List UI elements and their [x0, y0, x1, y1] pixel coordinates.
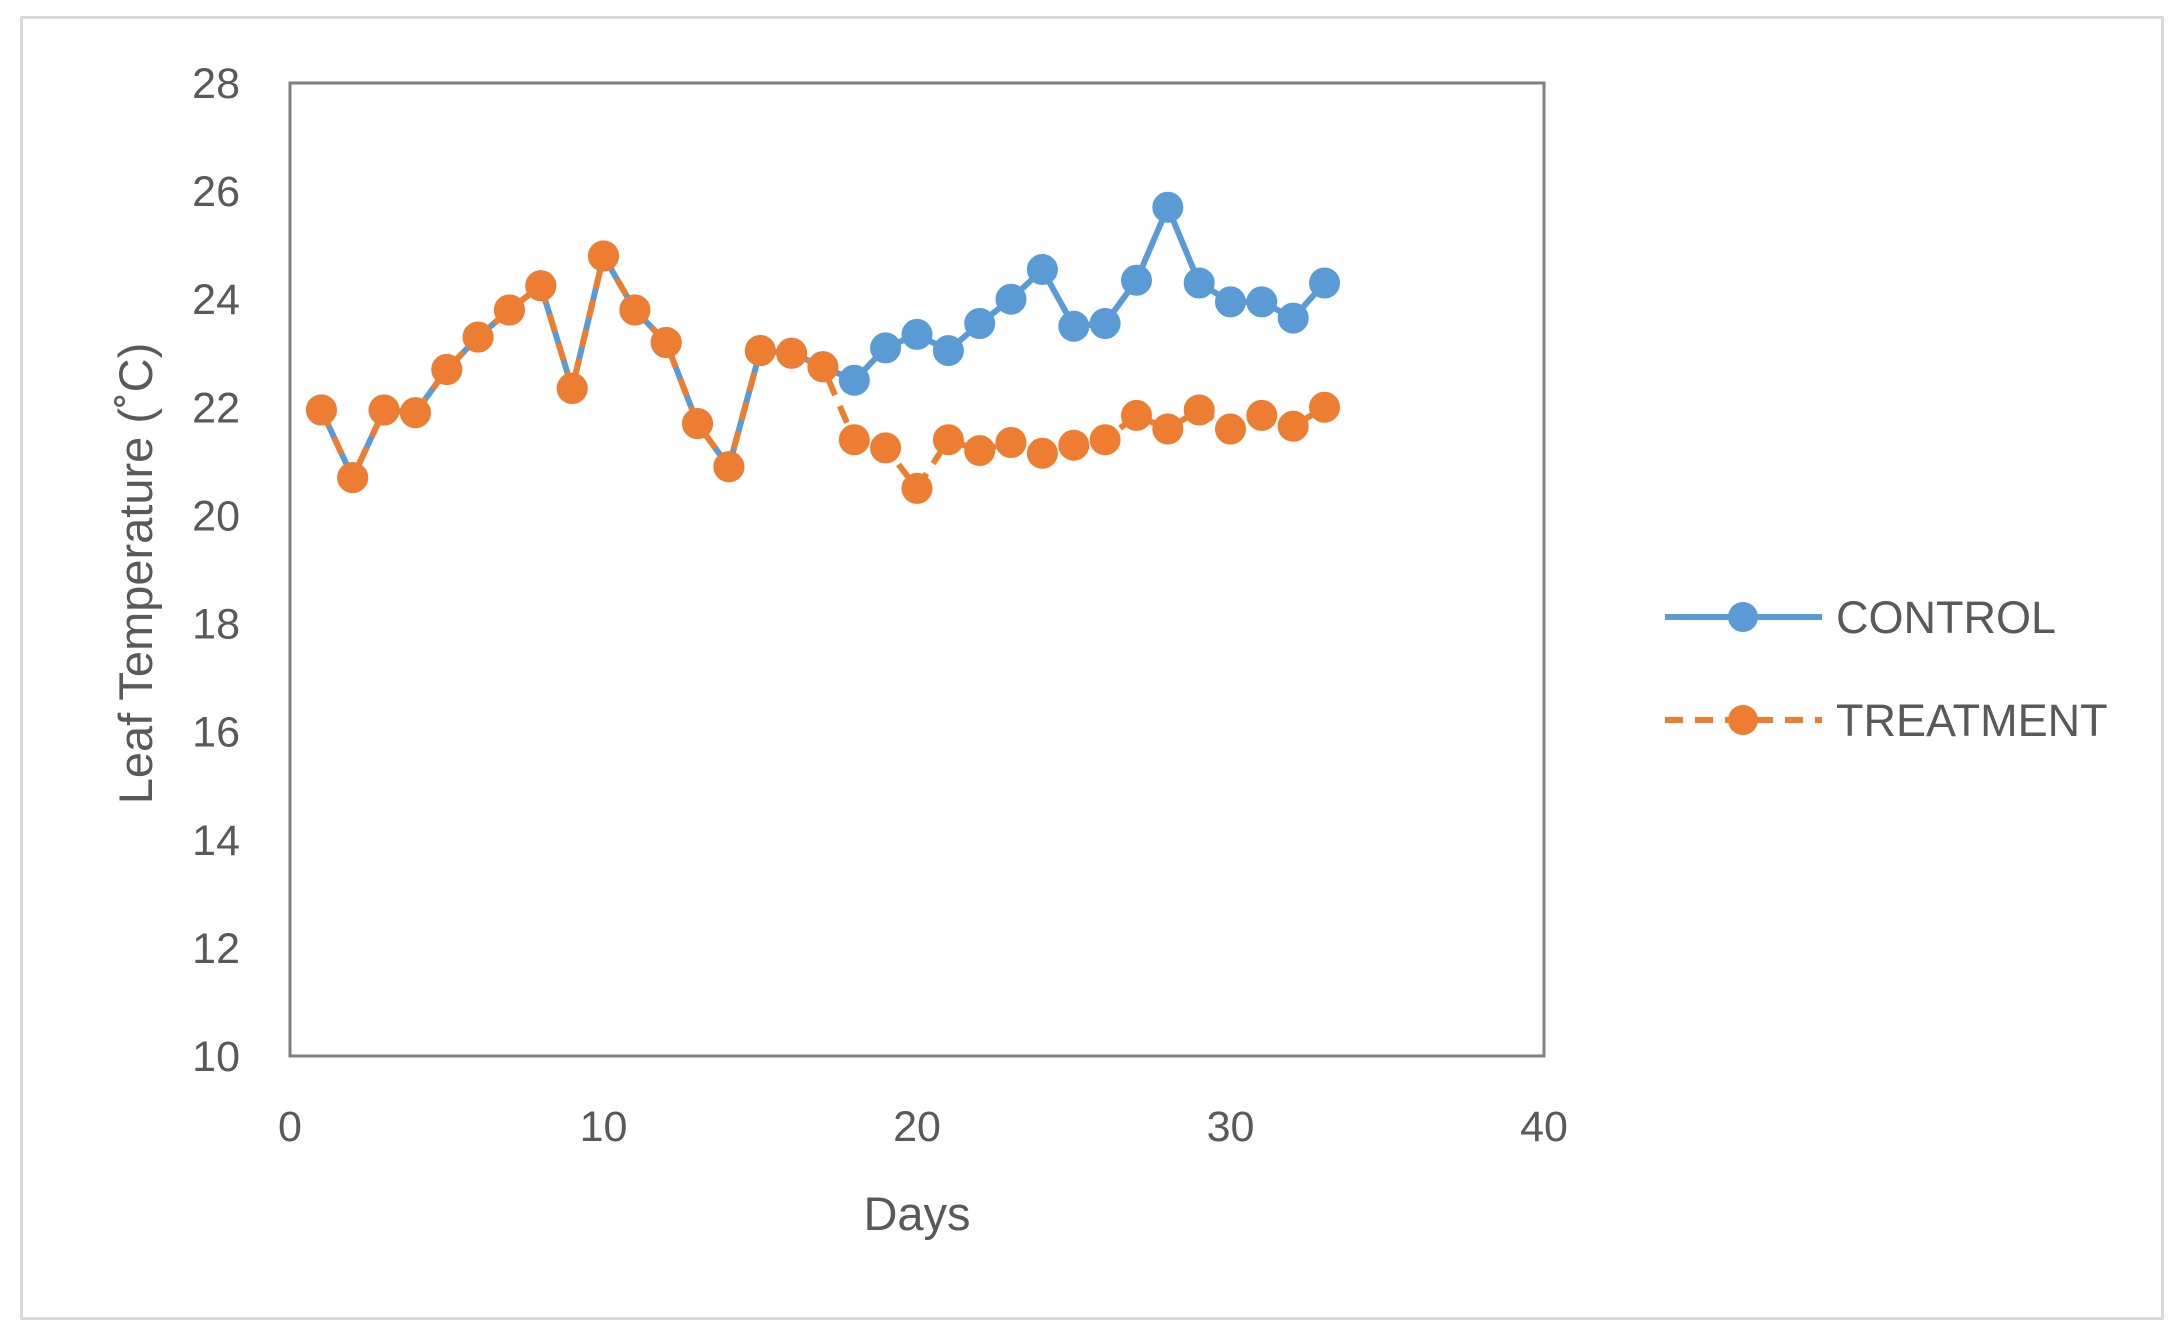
- data-point-treatment: [1026, 437, 1058, 469]
- data-point-control: [1246, 286, 1278, 318]
- x-tick-label: 0: [278, 1103, 302, 1151]
- data-point-treatment: [1089, 424, 1121, 456]
- x-tick-label: 30: [1207, 1103, 1255, 1151]
- data-point-treatment: [776, 337, 808, 369]
- data-point-control: [1309, 267, 1340, 299]
- legend-marker: [1728, 705, 1758, 735]
- data-point-control: [932, 335, 964, 367]
- data-point-control: [964, 308, 996, 339]
- data-point-control: [995, 283, 1027, 315]
- y-tick-label: 20: [192, 492, 240, 540]
- data-point-control: [1089, 308, 1121, 339]
- data-point-treatment: [901, 472, 933, 504]
- y-tick-label: 16: [192, 709, 240, 757]
- legend-label: CONTROL: [1836, 592, 2056, 643]
- data-point-treatment: [493, 294, 525, 326]
- data-point-treatment: [619, 294, 651, 326]
- plot-area-border: [288, 81, 1546, 1058]
- y-tick-label: 10: [192, 1033, 240, 1081]
- data-point-control: [1183, 267, 1215, 299]
- data-point-treatment: [1152, 413, 1184, 445]
- y-tick-label: 12: [192, 925, 240, 973]
- data-point-treatment: [1183, 394, 1215, 426]
- y-axis-title: Leaf Temperature (˚C): [109, 343, 162, 805]
- data-point-control: [1026, 254, 1058, 285]
- legend-label: TREATMENT: [1836, 695, 2108, 746]
- data-point-treatment: [682, 408, 713, 440]
- data-point-control: [1215, 286, 1246, 318]
- data-point-treatment: [870, 432, 902, 464]
- data-point-control: [1277, 302, 1309, 334]
- legend-item-treatment: TREATMENT: [1665, 695, 2108, 746]
- data-point-treatment: [337, 462, 369, 494]
- y-tick-label: 28: [192, 60, 240, 108]
- data-point-treatment: [399, 397, 431, 429]
- legend-marker: [1728, 602, 1758, 632]
- data-point-treatment: [431, 354, 463, 385]
- data-point-treatment: [807, 351, 839, 383]
- data-point-treatment: [588, 240, 619, 272]
- data-point-treatment: [368, 394, 400, 426]
- legend: CONTROL TREATMENT: [1665, 592, 2108, 746]
- series-control: [305, 191, 1340, 494]
- axes: 10 12 14 16 18 20 22 24 26 28 0 10 20 30 40: [192, 60, 1568, 1151]
- data-point-control: [870, 332, 902, 364]
- data-point-control: [1152, 191, 1184, 223]
- data-point-control: [1058, 310, 1090, 342]
- x-tick-label: 10: [580, 1103, 628, 1151]
- data-point-treatment: [556, 372, 588, 404]
- data-point-treatment: [1277, 410, 1309, 442]
- data-point-treatment: [525, 270, 557, 302]
- data-point-treatment: [1215, 413, 1246, 445]
- data-point-treatment: [305, 394, 337, 426]
- x-axis-title: Days: [863, 1187, 970, 1240]
- y-tick-label: 14: [192, 817, 240, 865]
- y-tick-label: 18: [192, 601, 240, 649]
- y-tick-label: 24: [192, 276, 240, 324]
- data-point-treatment: [995, 427, 1027, 458]
- legend-item-control: CONTROL: [1665, 592, 2056, 643]
- data-point-treatment: [1058, 429, 1090, 461]
- data-point-control: [901, 318, 933, 350]
- data-point-treatment: [1121, 399, 1152, 431]
- data-point-control: [1121, 264, 1152, 296]
- data-point-treatment: [744, 335, 776, 367]
- chart-frame: [20, 16, 2164, 1320]
- x-tick-label: 40: [1520, 1103, 1568, 1151]
- data-point-treatment: [932, 424, 964, 456]
- data-point-treatment: [964, 435, 996, 467]
- data-point-control: [838, 364, 870, 396]
- data-point-treatment: [713, 451, 745, 483]
- x-tick-label: 20: [893, 1103, 941, 1151]
- data-point-treatment: [1246, 399, 1278, 431]
- data-point-treatment: [462, 321, 494, 353]
- y-tick-label: 22: [192, 384, 240, 432]
- data-point-treatment: [1309, 391, 1340, 423]
- y-tick-label: 26: [192, 168, 240, 216]
- data-point-treatment: [838, 424, 870, 456]
- series-treatment: [305, 240, 1340, 504]
- series-layer: [305, 191, 1340, 504]
- data-point-treatment: [650, 327, 682, 358]
